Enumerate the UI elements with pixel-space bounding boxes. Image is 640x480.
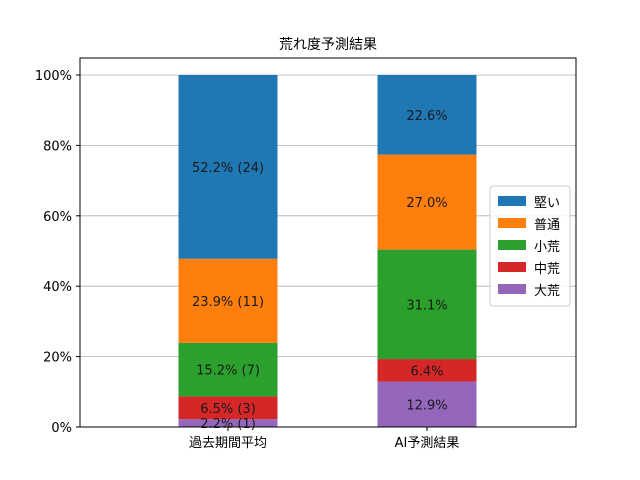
legend-label: 堅い <box>534 196 560 211</box>
x-tick-label: 過去期間平均 <box>189 436 267 451</box>
bar-segment <box>178 342 278 397</box>
bar-value-label: 52.2% (24) <box>192 161 264 176</box>
bar-value-label: 6.4% <box>410 364 443 379</box>
y-tick-label: 60% <box>43 210 72 225</box>
chart-title: 荒れ度予測結果 <box>279 37 377 53</box>
bars <box>178 75 477 427</box>
legend-swatch <box>498 262 526 272</box>
legend-swatch <box>498 240 526 250</box>
bar-value-label: 15.2% (7) <box>196 364 260 379</box>
y-tick-label: 20% <box>43 351 72 366</box>
legend-swatch <box>498 218 526 228</box>
y-tick-label: 100% <box>35 69 72 84</box>
y-tick-label: 80% <box>43 139 72 154</box>
legend-label: 小荒 <box>534 240 560 255</box>
x-axis: 過去期間平均 AI予測結果 <box>189 427 459 451</box>
bar-segment <box>377 154 477 250</box>
bar-value-label: 6.5% (3) <box>200 402 256 417</box>
bar-segment <box>377 359 477 382</box>
legend-swatch <box>498 284 526 294</box>
bar-value-label: 23.9% (11) <box>192 295 264 310</box>
bar-segment <box>178 258 278 343</box>
y-tick-label: 0% <box>51 421 72 436</box>
bar-segment <box>178 396 278 420</box>
y-tick-label: 40% <box>43 280 72 295</box>
legend-label: 普通 <box>534 218 560 233</box>
bar-value-label: 31.1% <box>406 298 447 313</box>
bar-segment <box>178 419 278 427</box>
bar-value-label: 2.2% (1) <box>200 417 256 432</box>
x-tick-label: AI予測結果 <box>395 436 460 451</box>
bar-segment <box>178 75 278 259</box>
legend-swatch <box>498 196 526 206</box>
bar-segment <box>377 249 477 360</box>
y-axis: 0% 20% 40% 60% 80% 100% <box>35 69 80 436</box>
legend-label: 中荒 <box>534 262 560 277</box>
bar-labels: 2.2% (1)6.5% (3) 15.2% (7) 23.9% (11) 52.2%… <box>192 109 448 432</box>
legend-box <box>489 185 571 307</box>
legend-label: 大荒 <box>534 284 560 299</box>
bar-segment <box>377 75 477 155</box>
bar-value-label: 22.6% <box>406 109 447 124</box>
plot-frame <box>79 57 577 428</box>
bar-value-label: 12.9% <box>406 398 447 413</box>
bar-segment <box>377 381 477 427</box>
bar-value-label: 27.0% <box>406 196 447 211</box>
